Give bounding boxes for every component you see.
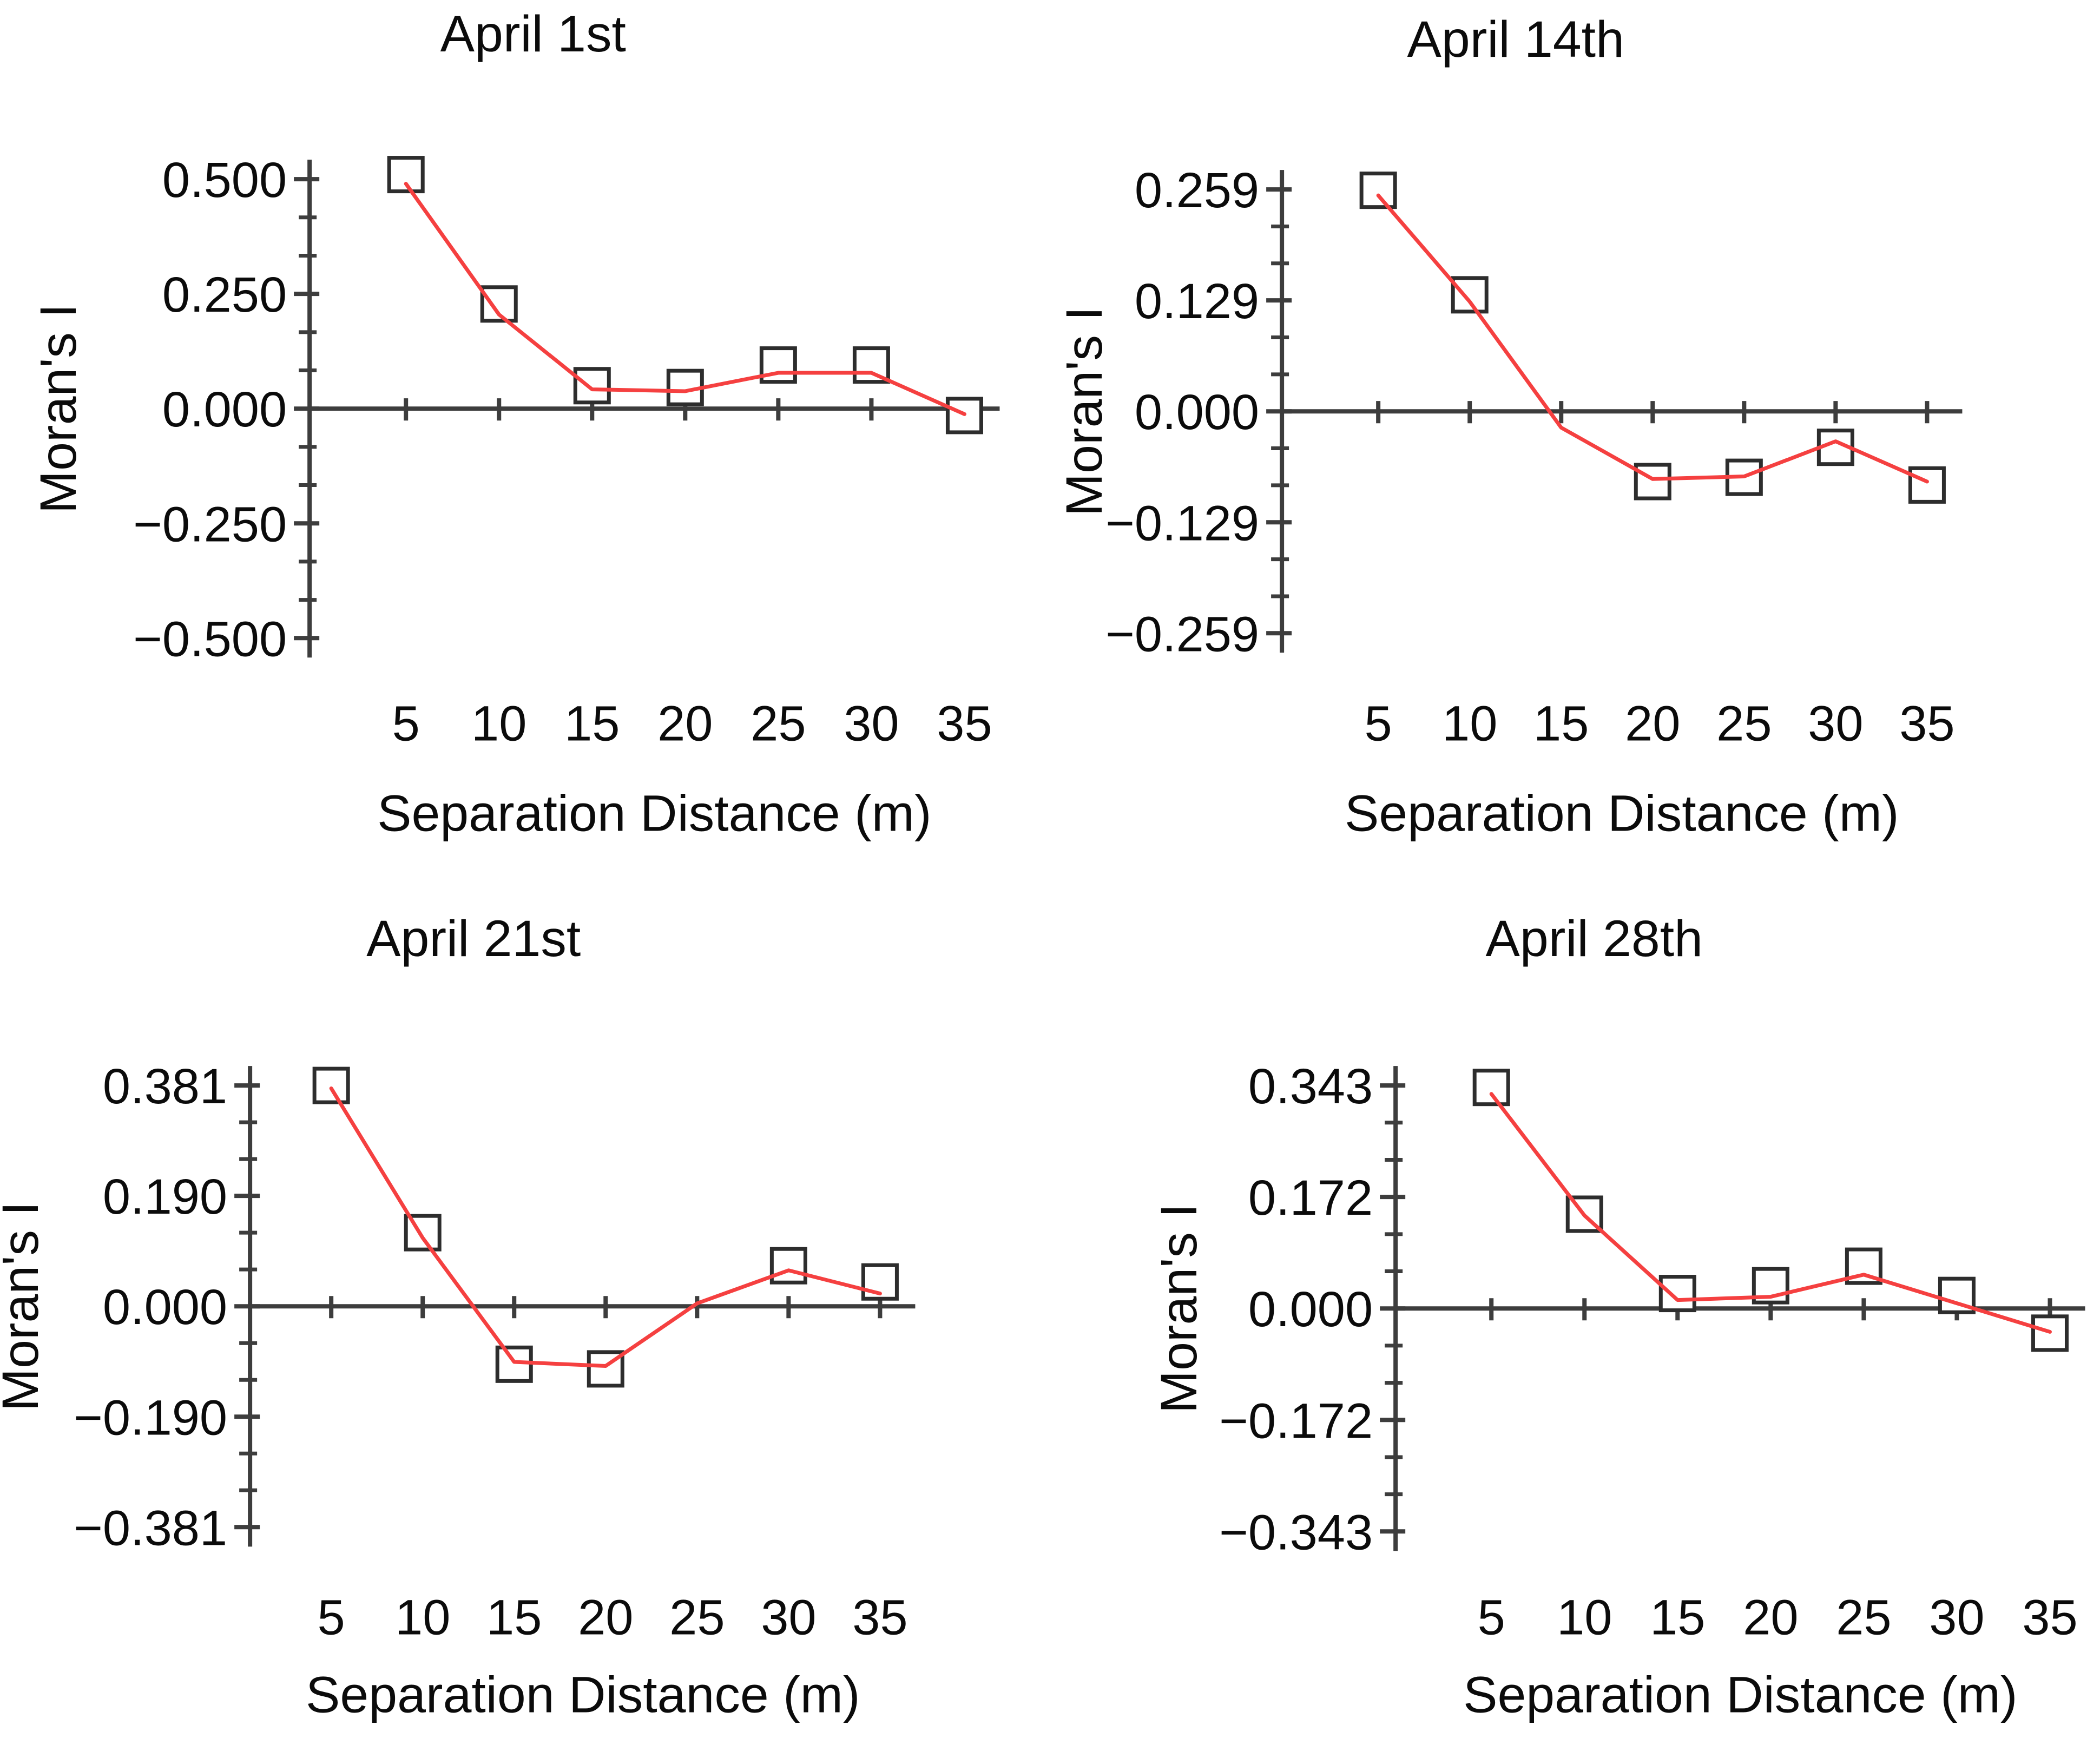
plot-area: 0.343 0.172 0.000 −0.172 −0.343 5 10 15 20 25 30 35 xyxy=(1219,1059,2085,1645)
x-tick-label: 5 xyxy=(1364,695,1392,751)
y-axis-label: Moran's I xyxy=(0,1202,49,1412)
x-axis-label: Separation Distance (m) xyxy=(377,785,931,842)
x-tick-label: 25 xyxy=(669,1590,725,1645)
y-tick-label: 0.000 xyxy=(103,1280,227,1335)
chart-title: April 28th xyxy=(1485,910,1702,967)
y-tick-label: 0.000 xyxy=(1248,1282,1372,1338)
y-tick-label: −0.129 xyxy=(1105,495,1259,551)
x-tick-label: 35 xyxy=(852,1590,907,1645)
y-tick-label: −0.172 xyxy=(1219,1393,1373,1449)
chart-title: April 14th xyxy=(1407,11,1624,68)
x-tick-label: 25 xyxy=(751,695,806,751)
y-tick-label: −0.500 xyxy=(133,611,287,667)
y-tick-label: 0.000 xyxy=(1134,384,1259,440)
x-tick-label: 20 xyxy=(657,695,713,751)
y-tick-label: −0.259 xyxy=(1105,606,1259,662)
y-tick-label: 0.343 xyxy=(1248,1059,1372,1115)
plot-area: 0.259 0.129 0.000 −0.129 −0.259 5 10 15 20 25 30 35 xyxy=(1105,162,1962,751)
x-axis-label: Separation Distance (m) xyxy=(1345,785,1899,842)
y-tick-label: 0.259 xyxy=(1134,162,1259,218)
x-tick-label: 15 xyxy=(1533,695,1589,751)
chart-april-1st: April 1st Separation Distance (m) Moran'… xyxy=(0,0,1050,872)
y-tick-label: 0.250 xyxy=(162,267,287,322)
data-marker xyxy=(1453,278,1486,312)
y-tick-label: −0.381 xyxy=(74,1500,227,1556)
x-tick-label: 35 xyxy=(2022,1590,2077,1645)
x-tick-label: 20 xyxy=(1743,1590,1798,1645)
y-tick-label: 0.129 xyxy=(1134,273,1259,329)
plot-area: 0.500 0.250 0.000 −0.250 −0.500 5 10 15 20 25 30 35 xyxy=(133,152,999,751)
x-tick-label: 10 xyxy=(1442,695,1497,751)
data-marker xyxy=(575,369,609,403)
x-tick-label: 30 xyxy=(1929,1590,1984,1645)
data-marker xyxy=(1661,1277,1694,1311)
data-marker xyxy=(1636,465,1669,498)
x-tick-label: 20 xyxy=(1625,695,1680,751)
x-tick-label: 30 xyxy=(1808,695,1863,751)
x-tick-label: 5 xyxy=(1477,1590,1505,1645)
panel-april-21st: April 21st Separation Distance (m) Moran… xyxy=(0,872,1050,1744)
x-tick-label: 10 xyxy=(1557,1590,1612,1645)
y-tick-label: −0.190 xyxy=(74,1390,227,1446)
x-tick-label: 25 xyxy=(1716,695,1772,751)
chart-title: April 1st xyxy=(440,5,626,63)
x-tick-label: 25 xyxy=(1836,1590,1891,1645)
x-tick-label: 15 xyxy=(564,695,620,751)
y-axis-label: Moran's I xyxy=(1056,306,1113,516)
y-tick-label: −0.343 xyxy=(1219,1505,1373,1560)
x-tick-label: 5 xyxy=(318,1590,345,1645)
data-marker xyxy=(772,1249,805,1283)
data-marker xyxy=(1361,174,1395,207)
chart-title: April 21st xyxy=(366,910,581,967)
x-tick-label: 20 xyxy=(578,1590,633,1645)
panel-april-14th: April 14th Separation Distance (m) Moran… xyxy=(1050,0,2100,872)
plot-area: 0.381 0.190 0.000 −0.190 −0.381 5 10 15 20 25 30 35 xyxy=(74,1059,915,1645)
chart-april-21st: April 21st Separation Distance (m) Moran… xyxy=(0,872,1050,1744)
data-marker xyxy=(314,1069,348,1102)
x-tick-label: 10 xyxy=(471,695,526,751)
y-tick-label: 0.190 xyxy=(103,1169,227,1225)
x-tick-label: 35 xyxy=(1899,695,1954,751)
panel-april-1st: April 1st Separation Distance (m) Moran'… xyxy=(0,0,1050,872)
x-tick-label: 5 xyxy=(392,695,420,751)
data-marker xyxy=(1910,468,1944,502)
x-axis-label: Separation Distance (m) xyxy=(306,1667,860,1724)
x-tick-label: 15 xyxy=(486,1590,542,1645)
x-tick-label: 10 xyxy=(395,1590,450,1645)
x-tick-label: 15 xyxy=(1650,1590,1705,1645)
y-tick-label: 0.172 xyxy=(1248,1170,1372,1226)
x-tick-label: 30 xyxy=(844,695,899,751)
x-axis-label: Separation Distance (m) xyxy=(1463,1667,2017,1724)
y-tick-label: 0.500 xyxy=(162,152,287,208)
chart-april-14th: April 14th Separation Distance (m) Moran… xyxy=(1050,0,2100,872)
data-marker xyxy=(1474,1071,1508,1104)
y-tick-label: 0.000 xyxy=(162,381,287,437)
y-tick-label: −0.250 xyxy=(133,496,287,552)
panel-april-28th: April 28th Separation Distance (m) Moran… xyxy=(1050,872,2100,1744)
x-tick-label: 30 xyxy=(761,1590,816,1645)
x-tick-label: 35 xyxy=(937,695,992,751)
y-tick-label: 0.381 xyxy=(103,1059,227,1115)
y-axis-label: Moran's I xyxy=(1150,1204,1208,1414)
y-axis-label: Moran's I xyxy=(30,304,87,513)
chart-april-28th: April 28th Separation Distance (m) Moran… xyxy=(1050,872,2100,1744)
